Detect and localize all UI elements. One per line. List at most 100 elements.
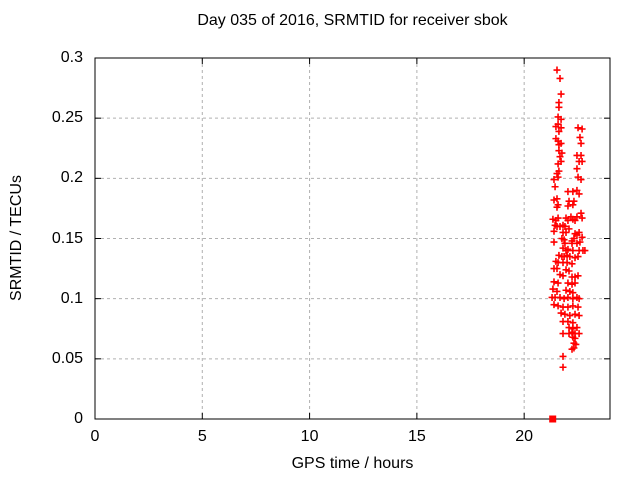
data-point-plus (555, 103, 563, 111)
y-tick-label: 0 (74, 410, 83, 427)
data-point-plus (569, 302, 577, 310)
data-point-plus (577, 176, 585, 184)
data-point-plus (566, 312, 574, 320)
x-tick-label: 5 (197, 428, 207, 445)
data-point-plus (561, 310, 569, 318)
data-point-plus (564, 202, 572, 210)
y-tick-label: 0.2 (60, 169, 83, 187)
data-point-square (549, 415, 557, 423)
data-point-plus (568, 260, 576, 268)
data-point-plus (569, 289, 577, 297)
x-tick-label: 15 (407, 428, 426, 445)
data-point-plus (575, 330, 583, 338)
x-axis-label: GPS time / hours (291, 455, 414, 472)
data-point-plus (578, 214, 586, 222)
data-point-plus (565, 267, 573, 275)
data-point-plus (553, 170, 561, 178)
data-point-plus (569, 188, 577, 196)
data-point-plus (581, 247, 589, 255)
data-point-plus (556, 293, 564, 301)
data-point-plus (554, 279, 562, 287)
data-point-plus (554, 173, 562, 181)
data-point-plus (573, 324, 581, 332)
x-tick-label: 20 (515, 428, 534, 445)
x-tick-label: 10 (300, 428, 319, 445)
data-point-plus (561, 222, 569, 230)
data-point-plus (565, 324, 573, 332)
y-tick-label: 0.3 (60, 49, 83, 66)
data-point-plus (573, 213, 581, 221)
data-point-plus (576, 238, 584, 246)
data-point-plus (550, 227, 558, 235)
data-point-plus (571, 216, 579, 224)
data-point-plus (560, 236, 568, 244)
data-point-plus (564, 245, 572, 253)
data-point-plus (571, 310, 579, 318)
data-point-plus (575, 295, 583, 303)
y-axis-label: SRMTID / TECUs (8, 175, 25, 301)
chart-title: Day 035 of 2016, SRMTID for receiver sbo… (197, 12, 508, 29)
data-point-plus (553, 66, 561, 74)
data-point-plus (566, 253, 574, 261)
y-tick-label: 0.1 (60, 289, 83, 307)
data-point-plus (569, 201, 577, 209)
data-point-plus (563, 259, 571, 267)
plot-border (94, 57, 611, 420)
data-point-plus (549, 285, 557, 293)
data-point-plus (571, 279, 579, 287)
data-point-plus (551, 183, 559, 191)
data-point-plus (553, 203, 561, 211)
data-point-plus (575, 228, 583, 236)
data-point-plus (577, 209, 585, 217)
data-point-plus (555, 127, 563, 135)
data-point-plus (576, 133, 584, 141)
data-point-plus (561, 239, 569, 247)
data-point-plus (572, 340, 580, 348)
y-tick-label: 0.05 (51, 349, 83, 367)
data-point-plus (569, 247, 577, 255)
data-point-plus (556, 74, 564, 82)
x-tick-label: 0 (90, 428, 100, 445)
data-point-plus (557, 124, 565, 132)
data-point-plus (554, 302, 562, 310)
data-point-plus (555, 141, 563, 149)
data-point-plus (573, 186, 581, 194)
data-point-plus (569, 325, 577, 333)
data-point-plus (559, 352, 567, 360)
data-point-plus (564, 216, 572, 224)
data-point-plus (575, 190, 583, 198)
data-point-plus (550, 176, 558, 184)
data-point-plus (577, 139, 585, 147)
data-point-plus (550, 278, 558, 286)
data-point-plus (553, 265, 561, 273)
y-tick-label: 0.25 (51, 109, 83, 127)
data-point-plus (560, 295, 568, 303)
data-point-plus (569, 295, 577, 303)
data-point-plus (573, 165, 581, 173)
data-point-plus (574, 124, 582, 132)
data-point-plus (550, 301, 558, 309)
data-point-plus (559, 272, 567, 280)
data-point-plus (574, 303, 582, 311)
data-point-plus (571, 334, 579, 342)
data-point-plus (578, 157, 586, 165)
data-point-plus (570, 235, 578, 242)
y-tick-label: 0.15 (51, 229, 83, 247)
data-point-plus (562, 228, 570, 236)
data-point-plus (559, 363, 567, 371)
data-point-plus (564, 279, 572, 287)
data-point-plus (574, 253, 582, 261)
data-point-plus (564, 303, 572, 311)
data-point-plus (559, 330, 567, 338)
data-point-plus (565, 225, 573, 233)
data-point-plus (557, 309, 565, 317)
data-point-plus (554, 160, 562, 168)
data-point-plus (574, 272, 582, 280)
data-point-plus (553, 287, 561, 295)
data-point-plus (562, 286, 570, 294)
data-point-plus (570, 344, 578, 352)
data-point-plus (558, 149, 566, 157)
data-point-plus (578, 125, 586, 133)
data-point-plus (552, 123, 560, 131)
